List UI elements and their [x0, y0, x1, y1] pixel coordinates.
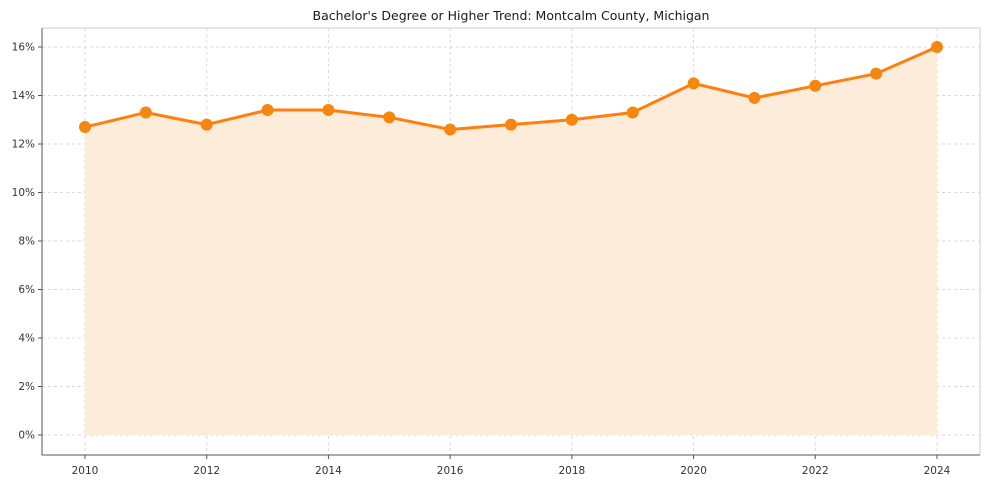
- y-tick-label: 2%: [18, 381, 35, 393]
- chart-title: Bachelor's Degree or Higher Trend: Montc…: [312, 8, 710, 23]
- y-tick-label: 4%: [18, 333, 35, 345]
- data-point: [626, 106, 639, 119]
- data-point: [200, 118, 213, 131]
- x-tick-label: 2020: [680, 465, 707, 477]
- y-tick-label: 16%: [12, 42, 35, 54]
- y-tick-label: 12%: [12, 139, 35, 151]
- data-point: [79, 121, 91, 134]
- data-point: [261, 104, 274, 117]
- area-fill: [85, 47, 937, 435]
- y-tick-label: 10%: [12, 187, 35, 199]
- data-point-markers: [79, 41, 943, 136]
- x-tick-label: 2016: [437, 465, 464, 477]
- x-tick-label: 2018: [558, 465, 585, 477]
- x-tick-label: 2012: [193, 465, 220, 477]
- data-point: [931, 41, 943, 53]
- y-tick-label: 14%: [12, 90, 35, 102]
- data-point: [870, 67, 883, 80]
- data-point: [809, 79, 822, 92]
- data-point: [505, 118, 517, 131]
- x-tick-label: 2010: [72, 465, 99, 477]
- data-point: [565, 113, 578, 126]
- axis-ticks-and-labels: 0% 2% 4% 6% 8% 10% 12% 14% 16% 2010 2012 2014 2016 20…: [12, 42, 951, 478]
- data-point: [444, 123, 457, 136]
- data-point: [748, 91, 761, 104]
- y-tick-label: 6%: [18, 284, 35, 296]
- y-tick-label: 8%: [18, 236, 35, 248]
- data-point: [139, 106, 152, 119]
- y-tick-label: 0%: [18, 430, 35, 442]
- x-tick-label: 2014: [315, 465, 342, 477]
- data-point: [322, 104, 335, 117]
- data-point: [687, 77, 700, 90]
- data-point: [383, 111, 396, 124]
- x-tick-label: 2022: [802, 465, 829, 477]
- x-tick-label: 2024: [924, 465, 951, 477]
